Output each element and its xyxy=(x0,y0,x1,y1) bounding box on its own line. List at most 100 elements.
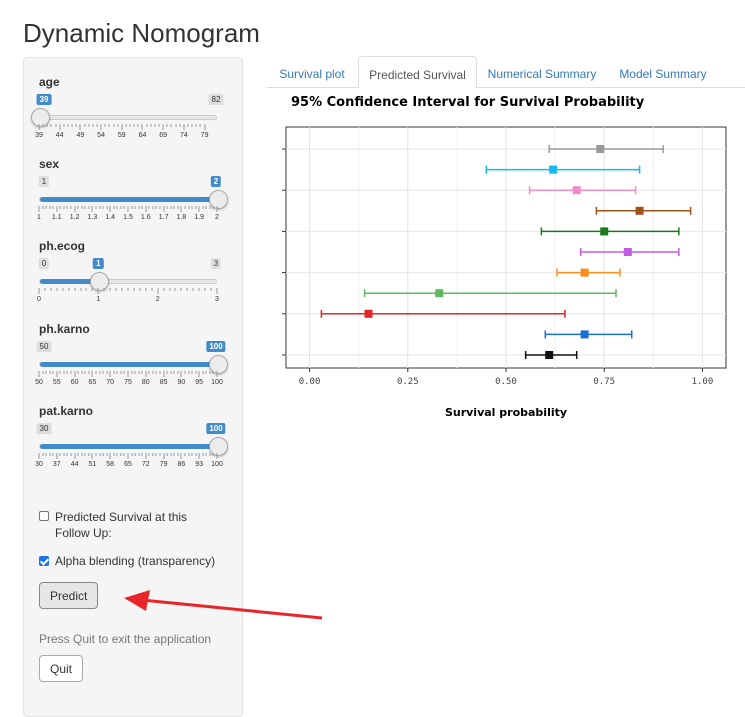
slider-minor-tick xyxy=(44,288,46,291)
slider-handle[interactable] xyxy=(30,108,50,127)
alpha-checkbox-row[interactable]: Alpha blending (transparency) xyxy=(39,554,215,568)
slider-minor-tick xyxy=(148,453,150,456)
ci-point-estimate xyxy=(549,165,558,174)
slider-tick-label: 1.8 xyxy=(176,214,187,221)
slider-value-bubble: 100 xyxy=(206,341,226,352)
slider-minor-tick xyxy=(187,124,189,127)
slider-tick-label: 1.3 xyxy=(87,214,98,221)
slider-minor-tick xyxy=(116,206,118,209)
slider-track[interactable] xyxy=(39,190,228,209)
slider-tick xyxy=(127,206,129,212)
slider-minor-tick xyxy=(59,206,61,209)
slider-tick xyxy=(163,453,165,459)
slider-minor-tick xyxy=(166,206,168,209)
slider-minor-tick xyxy=(55,124,57,127)
slider-tick-label: 3 xyxy=(215,296,219,303)
slider-tick xyxy=(145,371,147,377)
slider-minor-tick xyxy=(45,206,47,209)
slider-minor-tick xyxy=(42,453,44,456)
slider-track[interactable] xyxy=(39,272,217,291)
slider-minor-tick xyxy=(85,288,87,291)
slider-minor-tick xyxy=(195,453,197,456)
slider-minor-tick xyxy=(155,453,157,456)
followup-checkbox[interactable] xyxy=(39,511,49,521)
slider-tick-label: 54 xyxy=(97,132,105,139)
slider-minor-tick xyxy=(154,124,156,127)
tab-bar: Survival plot Predicted Survival Numeric… xyxy=(267,56,745,89)
slider-minor-tick xyxy=(205,371,207,374)
slider-minor-tick xyxy=(159,453,161,456)
slider-label: ph.karno xyxy=(39,322,90,336)
slider-tick-label: 44 xyxy=(55,132,64,139)
alpha-checkbox[interactable] xyxy=(39,556,49,566)
slider-tick-label: 64 xyxy=(138,132,147,139)
slider-minor-tick xyxy=(170,371,172,374)
slider-minor-tick xyxy=(205,206,207,209)
slider-ticks: 30 37 44 51 58 65 72 79 86 93 100 xyxy=(35,453,223,473)
slider-minor-tick xyxy=(88,371,90,374)
tab-model-summary[interactable]: Model Summary xyxy=(619,67,707,81)
slider-tick-label: 1.2 xyxy=(69,214,80,221)
slider-minor-tick xyxy=(191,371,193,374)
slider-minor-tick xyxy=(109,288,111,291)
tab-survival-plot[interactable]: Survival plot xyxy=(279,67,345,81)
slider-minor-tick xyxy=(174,288,176,291)
slider-handle[interactable] xyxy=(208,355,228,374)
slider-minor-tick xyxy=(202,206,204,209)
slider-minor-tick xyxy=(52,453,54,456)
slider-minor-tick xyxy=(121,288,123,291)
slider-tick-label: 93 xyxy=(195,461,204,468)
slider-minor-tick xyxy=(191,453,193,456)
slider-minor-tick xyxy=(77,453,79,456)
predict-button[interactable]: Predict xyxy=(39,582,99,609)
slider-track[interactable] xyxy=(39,355,228,374)
slider-ticks: 1 1.1 1.2 1.3 1.4 1.5 1.6 1.7 1.8 1.9 2 xyxy=(37,206,219,226)
slider-minor-tick xyxy=(63,206,65,209)
slider-handle[interactable] xyxy=(89,272,109,291)
slider-minor-tick xyxy=(88,124,90,127)
slider-tick-label: 65 xyxy=(124,461,132,468)
slider-handle[interactable] xyxy=(208,190,228,209)
slider-minor-tick xyxy=(96,124,98,127)
x-axis: 0.00 0.25 0.50 0.75 1.00 xyxy=(282,148,713,387)
slider-tick-label: 37 xyxy=(52,461,61,468)
slider-tick-label: 1.4 xyxy=(105,214,116,221)
slider-ph-karno: ph.karno 50 100 50 55 60 65 70 75 80 85 90 95 100 xyxy=(35,322,229,392)
slider-minor-tick xyxy=(120,453,122,456)
tab-numerical-summary[interactable]: Numerical Summary xyxy=(487,67,597,81)
x-tick-label: 0.50 xyxy=(495,377,517,387)
slider-minor-tick xyxy=(99,453,101,456)
slider-minor-tick xyxy=(103,288,105,291)
slider-minor-tick xyxy=(179,124,181,127)
quit-button[interactable]: Quit xyxy=(39,655,84,682)
slider-tick xyxy=(38,453,40,459)
slider-value-bubble: 2 xyxy=(210,176,222,187)
slider-minor-tick xyxy=(138,206,140,209)
slider-minor-tick xyxy=(92,124,94,127)
slider-minor-tick xyxy=(186,288,188,291)
slider-tick-label: 72 xyxy=(141,461,150,468)
slider-tick-label: 2 xyxy=(155,296,160,303)
slider-value-bubble: 1 xyxy=(93,258,104,269)
followup-checkbox-row[interactable]: Predicted Survival at this Follow Up: xyxy=(39,509,224,541)
slider-minor-tick xyxy=(120,206,122,209)
slider-tick xyxy=(109,206,111,212)
slider-minor-tick xyxy=(59,453,61,456)
slider-tick xyxy=(79,124,81,130)
slider-minor-tick xyxy=(198,288,200,291)
slider-handle[interactable] xyxy=(208,437,228,456)
slider-track[interactable] xyxy=(39,437,228,456)
slider-tick xyxy=(198,371,200,377)
slider-minor-tick xyxy=(66,371,68,374)
slider-track[interactable] xyxy=(30,108,217,127)
slider-fill xyxy=(40,362,218,367)
slider-label: age xyxy=(39,75,60,89)
slider-minor-tick xyxy=(205,453,207,456)
slider-minor-tick xyxy=(106,206,108,209)
slider-minor-tick xyxy=(66,206,68,209)
slider-minor-tick xyxy=(42,371,44,374)
slider-minor-tick xyxy=(195,124,197,127)
slider-tick-label: 90 xyxy=(177,379,186,386)
tab-predicted-survival[interactable]: Predicted Survival xyxy=(358,56,477,89)
slider-tick xyxy=(204,124,206,130)
